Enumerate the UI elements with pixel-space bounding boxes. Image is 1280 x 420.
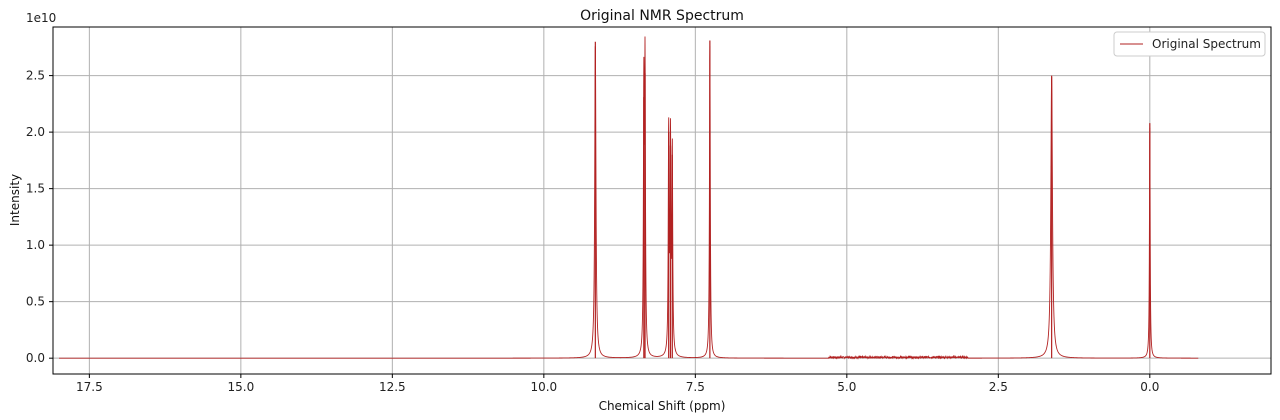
y-tick-label: 1.0 <box>26 238 45 252</box>
y-tick-label: 2.0 <box>26 125 45 139</box>
x-tick-label: 7.5 <box>686 380 705 394</box>
x-tick-label: 15.0 <box>227 380 254 394</box>
legend-label-original-spectrum: Original Spectrum <box>1152 37 1261 51</box>
x-tick-label: 10.0 <box>530 380 557 394</box>
y-tick-label: 0.5 <box>26 295 45 309</box>
x-tick-label: 17.5 <box>76 380 103 394</box>
series-line-original-spectrum <box>59 36 1199 360</box>
y-tick-label: 1.5 <box>26 182 45 196</box>
plot-frame <box>52 26 1272 375</box>
y-tick-label: 2.5 <box>26 69 45 83</box>
x-axis-label: Chemical Shift (ppm) <box>599 399 726 413</box>
x-tick-label: 12.5 <box>379 380 406 394</box>
x-tick-label: 2.5 <box>989 380 1008 394</box>
y-offset-text: 1e10 <box>26 11 56 25</box>
legend: Original Spectrum <box>1113 31 1266 57</box>
legend-box <box>1113 31 1266 57</box>
y-axis-label: Intensity <box>8 174 22 226</box>
x-tick-label: 0.0 <box>1140 380 1159 394</box>
tick-layer: 17.5 15.0 12.5 10.0 7.5 5.0 2.5 0.0 0.0 0.5 1.0 1.5… <box>26 69 1159 394</box>
chart-title: Original NMR Spectrum <box>580 8 744 24</box>
y-tick-label: 0.0 <box>26 351 45 365</box>
x-tick-label: 5.0 <box>837 380 856 394</box>
series-layer <box>59 36 1199 360</box>
grid-layer <box>53 27 1271 374</box>
